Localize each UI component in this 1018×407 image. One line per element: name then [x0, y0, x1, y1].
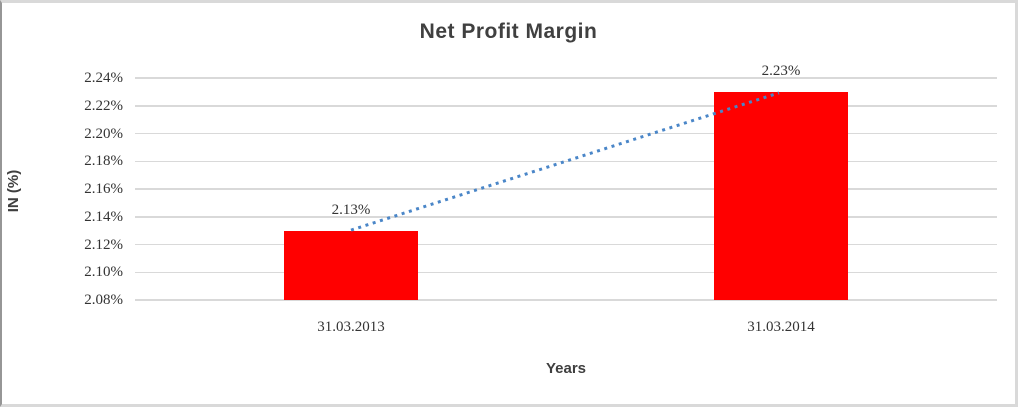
y-tick-label: 2.12%	[84, 236, 123, 253]
gridline	[135, 132, 997, 135]
trendline	[350, 91, 780, 232]
gridline	[135, 216, 997, 218]
y-tick-label: 2.10%	[84, 264, 123, 281]
y-axis-title: IN (%)	[5, 169, 22, 213]
x-axis-title: Years	[545, 360, 587, 377]
category-label: 31.03.2013	[317, 319, 385, 335]
gridline	[135, 160, 997, 162]
chart-title: Net Profit Margin	[419, 20, 598, 43]
gridline	[135, 299, 997, 301]
bar	[284, 230, 418, 300]
bar	[714, 91, 848, 300]
gridline	[135, 271, 997, 273]
gridline	[135, 105, 997, 107]
y-tick-label: 2.20%	[84, 125, 123, 142]
y-tick-label: 2.14%	[84, 208, 123, 225]
y-tick-label: 2.16%	[84, 181, 123, 197]
y-tick-label: 2.24%	[84, 70, 123, 86]
data-label: 2.23%	[761, 62, 801, 79]
y-tick-label: 2.22%	[84, 97, 123, 114]
category-label: 31.03.2014	[747, 319, 815, 335]
data-label: 2.13%	[331, 201, 371, 218]
gridline	[135, 188, 997, 190]
gridline	[135, 243, 997, 246]
y-tick-label: 2.18%	[84, 153, 123, 170]
y-tick-label: 2.08%	[84, 292, 123, 308]
gridline	[135, 77, 997, 79]
